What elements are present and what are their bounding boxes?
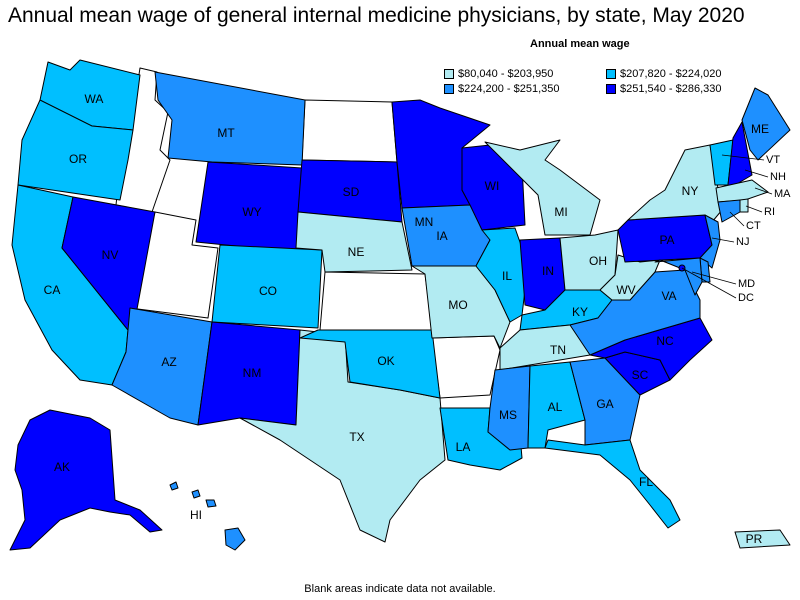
label-TN: TN	[550, 343, 566, 357]
label-SD: SD	[343, 185, 360, 199]
legend-item-4: $251,540 - $286,330	[606, 83, 722, 95]
label-WY: WY	[242, 205, 261, 219]
label-LA: LA	[456, 440, 471, 454]
label-IL: IL	[502, 269, 512, 283]
state-NJ[interactable]	[699, 214, 721, 269]
state-MD[interactable]	[654, 257, 703, 296]
label-IA: IA	[436, 229, 447, 243]
legend-item-1: $80,040 - $203,950	[444, 68, 553, 80]
label-PR: PR	[746, 532, 763, 546]
label-NM: NM	[243, 366, 262, 380]
label-FL: FL	[639, 475, 653, 489]
label-NJ: NJ	[736, 236, 749, 248]
label-MD: MD	[738, 278, 755, 290]
label-SC: SC	[632, 368, 649, 382]
legend-swatch-3	[444, 84, 454, 94]
legend-swatch-1	[444, 69, 454, 79]
label-ME: ME	[751, 122, 769, 136]
state-KS[interactable]	[319, 271, 433, 331]
state-MA[interactable]	[715, 179, 769, 203]
state-NY[interactable]	[627, 144, 723, 223]
state-CO[interactable]	[211, 244, 323, 329]
label-NC: NC	[656, 334, 674, 348]
state-RI[interactable]	[739, 198, 749, 213]
legend-item-3: $224,200 - $251,350	[444, 83, 560, 95]
label-GA: GA	[596, 397, 613, 411]
label-AL: AL	[548, 400, 563, 414]
callout-line-CT	[729, 211, 745, 227]
legend-swatch-4	[606, 84, 616, 94]
label-IN: IN	[542, 264, 554, 278]
legend: Annual mean wage $80,040 - $203,950 $207…	[440, 38, 770, 98]
label-OK: OK	[377, 354, 394, 368]
state-OR[interactable]	[17, 99, 134, 201]
footnote: Blank areas indicate data not available.	[304, 583, 496, 595]
state-OK[interactable]	[299, 329, 441, 399]
label-AZ: AZ	[161, 355, 176, 369]
label-DC: DC	[738, 292, 754, 304]
state-MI[interactable]	[484, 139, 601, 236]
callout-line-MA	[754, 187, 773, 195]
legend-label-3: $224,200 - $251,350	[458, 83, 560, 95]
label-WI: WI	[485, 179, 500, 193]
label-WV: WV	[616, 283, 635, 297]
label-NY: NY	[682, 184, 699, 198]
label-MA: MA	[774, 188, 791, 200]
callout-line-NH	[744, 169, 769, 178]
label-MT: MT	[217, 126, 235, 140]
label-PA: PA	[659, 233, 674, 247]
label-MI: MI	[554, 205, 567, 219]
state-FL[interactable]	[544, 439, 681, 529]
label-TX: TX	[349, 430, 364, 444]
label-HI: HI	[190, 508, 202, 522]
label-KY: KY	[572, 305, 588, 319]
label-WA: WA	[85, 92, 104, 106]
state-CT[interactable]	[717, 199, 741, 223]
state-HI[interactable]	[169, 481, 246, 551]
label-CT: CT	[746, 220, 761, 232]
callout-line-VT	[721, 154, 765, 161]
label-OH: OH	[589, 254, 607, 268]
label-VA: VA	[661, 289, 676, 303]
state-NE[interactable]	[295, 211, 413, 273]
state-IL[interactable]	[475, 227, 529, 323]
state-ME[interactable]	[741, 87, 791, 161]
state-MT[interactable]	[154, 71, 306, 166]
state-NH[interactable]	[727, 121, 753, 189]
callout-line-DC	[681, 267, 737, 299]
label-MS: MS	[499, 408, 517, 422]
callout-line-RI	[745, 205, 763, 213]
legend-item-2: $207,820 - $224,020	[606, 68, 722, 80]
label-VT: VT	[766, 154, 780, 166]
legend-swatch-2	[606, 69, 616, 79]
label-NV: NV	[102, 248, 119, 262]
state-PR[interactable]	[734, 529, 791, 549]
label-CO: CO	[259, 284, 277, 298]
legend-label-2: $207,820 - $224,020	[620, 68, 722, 80]
label-RI: RI	[764, 206, 775, 218]
label-MN: MN	[415, 215, 434, 229]
legend-title: Annual mean wage	[530, 38, 630, 50]
legend-label-4: $251,540 - $286,330	[620, 83, 722, 95]
state-AK[interactable]	[9, 409, 163, 551]
map-title: Annual mean wage of general internal med…	[8, 4, 745, 27]
label-CA: CA	[44, 283, 61, 297]
callout-line-MD	[691, 271, 737, 285]
state-ND[interactable]	[301, 99, 398, 163]
label-AK: AK	[54, 460, 70, 474]
label-NH: NH	[770, 171, 786, 183]
label-OR: OR	[69, 152, 87, 166]
label-MO: MO	[448, 298, 467, 312]
label-NE: NE	[348, 245, 365, 259]
legend-label-1: $80,040 - $203,950	[458, 68, 554, 80]
state-AR[interactable]	[431, 335, 501, 399]
callout-line-NJ	[711, 237, 735, 243]
